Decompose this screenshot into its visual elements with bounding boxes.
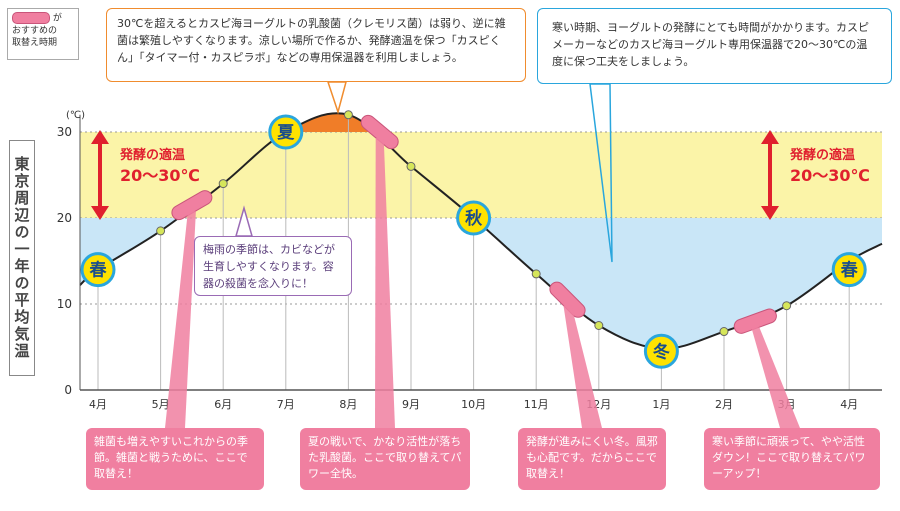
season-circle bbox=[456, 200, 492, 236]
legend-line1: が bbox=[52, 13, 62, 24]
season-label: 秋 bbox=[465, 208, 483, 229]
optimal-range-arrow bbox=[91, 130, 109, 220]
optimal-temp-left: 発酵の適温 20〜30℃ bbox=[120, 146, 200, 186]
legend-box: が おすすめの 取替え時期 bbox=[7, 8, 79, 60]
callout-rainy: 梅雨の季節は、カビなどが生育しやすくなります。容器の殺菌を念入りに！ bbox=[194, 236, 352, 296]
season-circle bbox=[831, 252, 867, 288]
x-tick-label: 2月 bbox=[715, 398, 733, 411]
callout-hot-pointer bbox=[326, 81, 347, 115]
data-point bbox=[156, 226, 166, 236]
replacement-connector bbox=[751, 327, 800, 428]
optimal-temp-left-line1: 発酵の適温 bbox=[120, 148, 186, 163]
optimal-temp-right: 発酵の適温 20〜30℃ bbox=[790, 146, 870, 186]
legend-line3: 取替え時期 bbox=[12, 37, 58, 48]
season-label: 冬 bbox=[653, 341, 670, 362]
data-point bbox=[719, 327, 729, 337]
data-point bbox=[406, 161, 416, 171]
optimal-range-arrow bbox=[761, 130, 779, 220]
data-point bbox=[594, 321, 604, 330]
season-circle bbox=[643, 333, 679, 369]
data-point bbox=[782, 301, 792, 311]
season-circle bbox=[268, 114, 304, 150]
optimal-temp-right-line1: 発酵の適温 bbox=[790, 148, 856, 163]
cool-region bbox=[80, 218, 882, 349]
callout-cold-pointer bbox=[589, 83, 613, 263]
season-label: 春 bbox=[90, 260, 107, 281]
season-label: 春 bbox=[841, 260, 858, 281]
y-axis-label: (℃) bbox=[66, 110, 85, 121]
season-label: 夏 bbox=[277, 123, 295, 143]
y-tick-label: 10 bbox=[57, 297, 72, 311]
replacement-connector bbox=[563, 305, 602, 428]
data-point bbox=[343, 110, 353, 120]
legend-swatch bbox=[12, 12, 50, 24]
replacement-marker bbox=[549, 281, 586, 318]
y-tick-label: 0 bbox=[64, 383, 72, 397]
x-tick-label: 5月 bbox=[152, 398, 170, 411]
season-circle bbox=[80, 252, 116, 288]
vertical-title: 東京周辺の一年の平均気温 bbox=[9, 140, 35, 376]
x-tick-label: 6月 bbox=[214, 398, 232, 411]
y-tick-label: 30 bbox=[57, 125, 72, 139]
pink-box-late-winter: 寒い季節に頑張って、やや活性ダウン！ここで取り替えてパワーアップ！ bbox=[704, 428, 880, 490]
replacement-connector bbox=[165, 211, 196, 428]
optimal-temp-left-line2: 20〜30℃ bbox=[120, 166, 200, 185]
replacement-connector bbox=[375, 138, 395, 428]
x-tick-label: 1月 bbox=[652, 398, 670, 411]
replacement-marker bbox=[360, 114, 399, 150]
legend-line2: おすすめの bbox=[12, 25, 58, 36]
pink-box-summer: 夏の戦いで、かなり活性が落ちた乳酸菌。ここで取り替えてパワー全快。 bbox=[300, 428, 470, 490]
optimal-temp-right-line2: 20〜30℃ bbox=[790, 166, 870, 185]
x-tick-label: 10月 bbox=[461, 398, 486, 411]
pink-box-winter: 発酵が進みにくい冬。風邪も心配です。だからここで取替え！ bbox=[518, 428, 666, 490]
pink-box-spring: 雑菌も増えやすいこれからの季節。雑菌と戦うために、ここで取替え！ bbox=[86, 428, 264, 490]
data-point bbox=[531, 269, 541, 279]
x-tick-label: 7月 bbox=[277, 398, 295, 411]
data-point bbox=[218, 179, 228, 189]
callout-cold: 寒い時期、ヨーグルトの発酵にとても時間がかかります。カスピメーカーなどのカスピ海… bbox=[537, 8, 892, 84]
callout-hot: 30℃を超えるとカスピ海ヨーグルトの乳酸菌（クレモリス菌）は弱り、逆に雑菌は繁殖… bbox=[106, 8, 526, 82]
x-tick-label: 8月 bbox=[339, 398, 357, 411]
x-tick-label: 4月 bbox=[89, 398, 107, 411]
x-tick-label: 11月 bbox=[524, 398, 549, 411]
x-tick-label: 9月 bbox=[402, 398, 420, 411]
y-tick-label: 20 bbox=[57, 211, 72, 225]
x-tick-label: 4月 bbox=[840, 398, 858, 411]
